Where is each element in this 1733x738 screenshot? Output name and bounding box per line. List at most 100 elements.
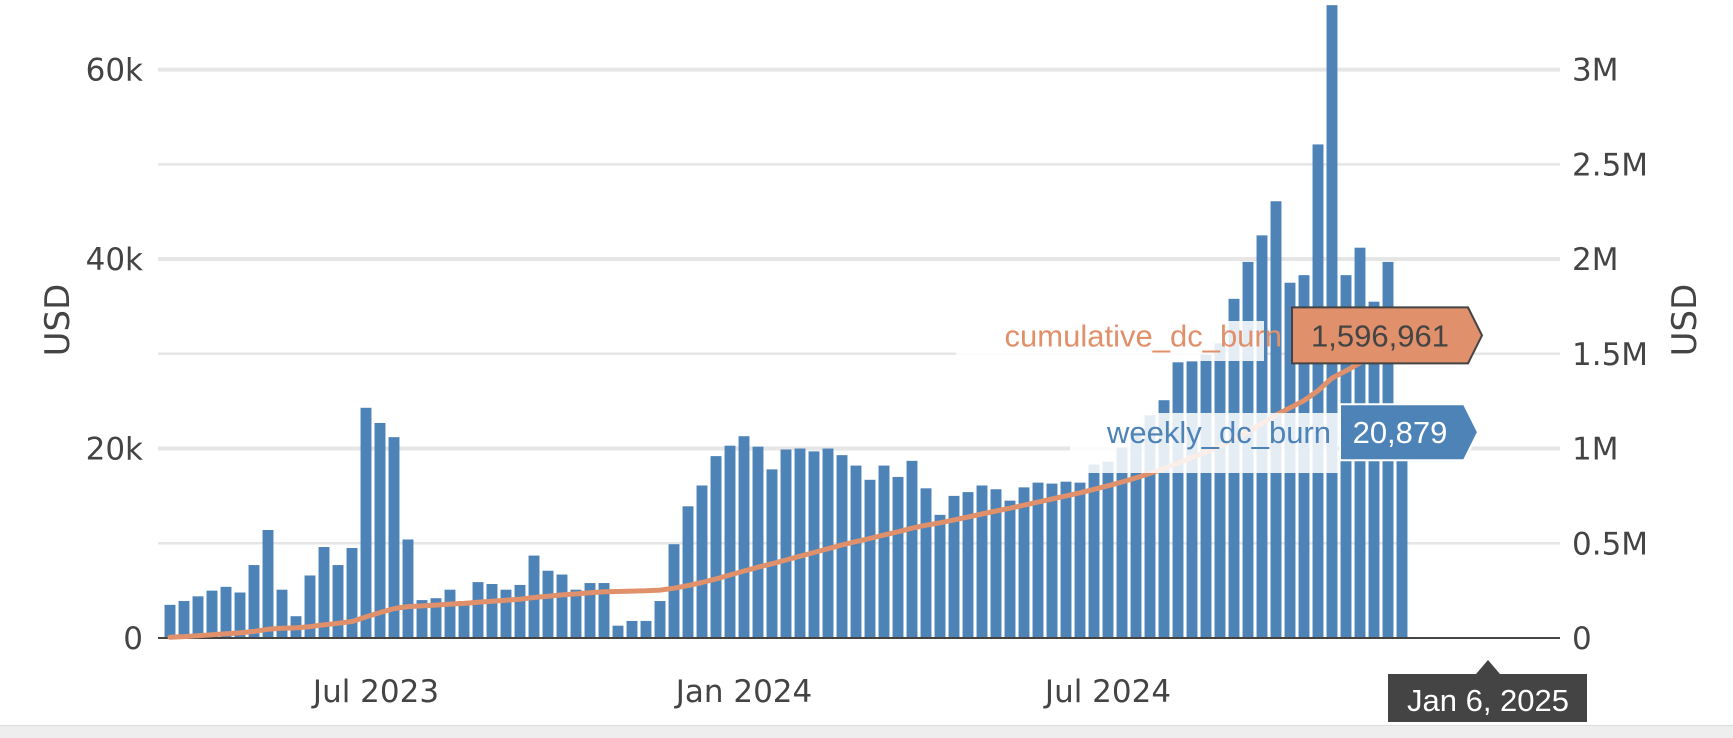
bar[interactable] (1200, 354, 1212, 638)
bar[interactable] (346, 548, 358, 638)
bar[interactable] (640, 620, 652, 638)
left-y-ticks: 0 20k 40k 60k (86, 53, 143, 657)
cumulative-value-box (1291, 306, 1484, 365)
bar[interactable] (654, 601, 666, 638)
bar[interactable] (1130, 431, 1142, 638)
bar[interactable] (416, 600, 428, 638)
x-hover-label: Jan 6, 2025 (1388, 660, 1587, 722)
bar[interactable] (1032, 482, 1044, 638)
x-tick-label: Jul 2023 (311, 674, 439, 710)
bar[interactable] (164, 604, 176, 638)
bar[interactable] (486, 584, 498, 638)
bar[interactable] (948, 495, 960, 638)
bar[interactable] (1018, 487, 1030, 638)
bar[interactable] (360, 407, 372, 638)
bar[interactable] (752, 446, 764, 638)
bar[interactable] (696, 485, 708, 638)
left-y-axis-label: USD (38, 284, 78, 357)
x-tick-label: Jan 2024 (674, 674, 813, 710)
bar[interactable] (444, 589, 456, 638)
bar[interactable] (1396, 440, 1408, 638)
y-tick-label: 0 (123, 621, 143, 657)
bar[interactable] (1214, 343, 1226, 638)
bar[interactable] (1144, 415, 1156, 638)
bar[interactable] (276, 589, 288, 638)
bar[interactable] (1004, 500, 1016, 638)
bar[interactable] (318, 547, 330, 638)
bar[interactable] (1088, 464, 1100, 638)
bar[interactable] (1186, 361, 1198, 638)
bar[interactable] (864, 479, 876, 638)
bar[interactable] (472, 582, 484, 638)
bar[interactable] (542, 570, 554, 638)
bar[interactable] (206, 590, 218, 638)
bar[interactable] (192, 596, 204, 638)
cumulative-value: 1,596,961 (1311, 318, 1449, 353)
bar[interactable] (234, 592, 246, 638)
bar[interactable] (724, 445, 736, 638)
bar[interactable] (374, 422, 386, 638)
bar[interactable] (682, 506, 694, 638)
bar[interactable] (304, 575, 316, 638)
bar[interactable] (248, 565, 260, 638)
bar[interactable] (556, 574, 568, 638)
cumulative-series-name: cumulative_dc_burn (1005, 318, 1282, 353)
y2-tick-label: 0.5M (1572, 526, 1648, 562)
bar[interactable] (850, 465, 862, 638)
bar[interactable] (710, 456, 722, 638)
cumulative-hover-label: cumulative_dc_burn 1,596,961 (956, 306, 1484, 365)
bar[interactable] (794, 448, 806, 638)
bar[interactable] (514, 584, 526, 638)
bar[interactable] (822, 448, 834, 638)
bar[interactable] (570, 589, 582, 638)
bar[interactable] (738, 436, 750, 638)
bar[interactable] (598, 583, 610, 638)
bar[interactable] (906, 460, 918, 638)
y-tick-label: 60k (86, 53, 143, 89)
bar[interactable] (458, 601, 470, 638)
bar[interactable] (584, 583, 596, 638)
y2-tick-label: 1M (1572, 432, 1618, 468)
bar[interactable] (934, 514, 946, 638)
bar[interactable] (388, 437, 400, 638)
bar[interactable] (962, 492, 974, 638)
date-hover-value: Jan 6, 2025 (1407, 683, 1569, 718)
bar[interactable] (780, 449, 792, 638)
bar[interactable] (1158, 400, 1170, 638)
bar[interactable] (892, 476, 904, 638)
bar[interactable] (612, 625, 624, 638)
bar[interactable] (878, 465, 890, 638)
bar[interactable] (430, 598, 442, 638)
x-tick-label: Jul 2024 (1043, 674, 1171, 710)
bar[interactable] (220, 586, 232, 638)
y2-tick-label: 1.5M (1572, 337, 1648, 373)
bar[interactable] (262, 530, 274, 638)
bar[interactable] (1116, 447, 1128, 638)
bar[interactable] (1172, 362, 1184, 638)
bar[interactable] (920, 488, 932, 638)
y2-tick-label: 2M (1572, 242, 1618, 278)
bar[interactable] (1074, 482, 1086, 638)
right-y-axis-label: USD (1665, 284, 1705, 357)
bar[interactable] (178, 601, 190, 638)
bar[interactable] (766, 469, 778, 638)
date-hover-box (1388, 660, 1587, 722)
bar[interactable] (402, 539, 414, 638)
weekly-series-name: weekly_dc_burn (1106, 415, 1331, 450)
bar[interactable] (976, 485, 988, 638)
bar[interactable] (808, 451, 820, 638)
weekly-value-box (1339, 403, 1480, 462)
y-tick-label: 40k (86, 242, 143, 278)
bar[interactable] (1060, 481, 1072, 638)
bar[interactable] (332, 565, 344, 638)
y2-tick-label: 3M (1572, 53, 1618, 89)
bottom-divider (0, 725, 1733, 738)
bar[interactable] (1046, 483, 1058, 638)
bar[interactable] (990, 489, 1002, 638)
bar[interactable] (1368, 301, 1380, 638)
bar[interactable] (668, 544, 680, 638)
right-y-ticks: 0 0.5M 1M 1.5M 2M 2.5M 3M (1572, 53, 1648, 657)
bar[interactable] (626, 620, 638, 638)
bar[interactable] (500, 589, 512, 638)
bar[interactable] (1102, 461, 1114, 638)
